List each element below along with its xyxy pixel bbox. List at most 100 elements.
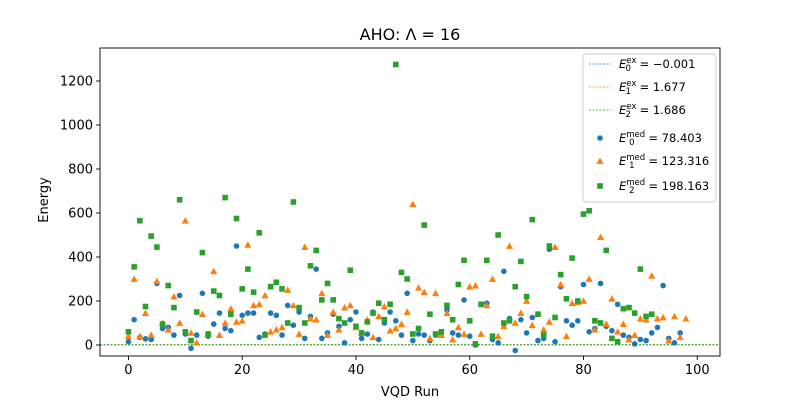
point-E0-med-run-28 bbox=[284, 302, 291, 309]
point-E2-med-run-11 bbox=[188, 337, 194, 344]
point-E0-med-run-89 bbox=[631, 341, 638, 347]
point-E0-med-run-39 bbox=[347, 316, 354, 323]
point-E2-med-run-22 bbox=[250, 289, 257, 295]
point-E0-med-run-92 bbox=[648, 330, 655, 336]
point-E1-med-run-55 bbox=[437, 331, 445, 338]
point-E2-med-run-59 bbox=[461, 257, 467, 264]
point-E2-med-run-78 bbox=[569, 255, 575, 261]
point-E1-med-run-24 bbox=[261, 291, 269, 299]
y-tick-label-600: 600 bbox=[68, 207, 93, 222]
point-E1-med-run-25 bbox=[267, 328, 275, 335]
point-E2-med-run-19 bbox=[233, 215, 240, 222]
point-E0-med-run-19 bbox=[233, 243, 240, 249]
point-E1-med-run-94 bbox=[659, 313, 667, 321]
point-E2-med-run-35 bbox=[324, 280, 331, 287]
point-E0-med-run-15 bbox=[210, 321, 217, 327]
point-E2-med-run-7 bbox=[165, 282, 172, 289]
legend-label-E1-ex: Eex 1 = 1.677 bbox=[619, 79, 686, 97]
point-E0-med-run-1 bbox=[131, 316, 137, 323]
point-E0-med-run-3 bbox=[142, 336, 149, 342]
point-E2-med-run-1 bbox=[131, 264, 137, 270]
point-E0-med-run-46 bbox=[387, 309, 393, 315]
point-E2-med-run-25 bbox=[267, 283, 274, 290]
point-E0-med-run-47 bbox=[392, 318, 399, 324]
point-E1-med-run-20 bbox=[238, 317, 246, 324]
point-E2-med-run-87 bbox=[620, 305, 627, 312]
point-E1-med-run-76 bbox=[557, 280, 565, 288]
point-E2-med-run-40 bbox=[353, 323, 359, 330]
point-E1-med-run-39 bbox=[346, 301, 354, 309]
point-E0-med-run-90 bbox=[637, 336, 644, 343]
point-E1-med-run-30 bbox=[295, 330, 303, 337]
point-E1-med-run-3 bbox=[141, 309, 150, 316]
point-E0-med-run-87 bbox=[620, 332, 627, 338]
point-E2-med-run-47 bbox=[392, 61, 399, 68]
point-E0-med-run-11 bbox=[188, 345, 194, 352]
point-E2-med-run-13 bbox=[199, 249, 206, 256]
point-E0-med-run-65 bbox=[495, 340, 501, 346]
point-E1-med-run-32 bbox=[306, 315, 315, 322]
point-E0-med-run-49 bbox=[404, 290, 410, 297]
y-axis-label: Energy bbox=[37, 177, 52, 223]
point-E1-med-run-11 bbox=[187, 329, 195, 336]
point-E2-med-run-23 bbox=[256, 230, 263, 236]
point-E1-med-run-12 bbox=[193, 339, 201, 346]
point-E2-med-run-3 bbox=[142, 303, 149, 310]
point-E1-med-run-81 bbox=[585, 275, 593, 282]
point-E1-med-run-68 bbox=[511, 319, 519, 326]
point-E2-med-run-24 bbox=[262, 332, 268, 338]
y-tick-label-400: 400 bbox=[68, 251, 93, 266]
point-E2-med-run-36 bbox=[330, 297, 337, 303]
point-E1-med-run-85 bbox=[608, 295, 616, 302]
point-E2-med-run-50 bbox=[410, 331, 416, 337]
point-E2-med-run-45 bbox=[381, 316, 388, 323]
point-E1-med-run-64 bbox=[488, 275, 497, 282]
point-E1-med-run-71 bbox=[528, 321, 536, 329]
x-tick-label-60: 60 bbox=[461, 363, 478, 378]
y-tick-label-0: 0 bbox=[85, 339, 93, 354]
point-E1-med-run-21 bbox=[244, 241, 252, 248]
point-E2-med-run-28 bbox=[284, 320, 291, 326]
point-E0-med-run-18 bbox=[228, 327, 234, 334]
point-E1-med-run-86 bbox=[614, 328, 622, 335]
point-E1-med-run-9 bbox=[176, 319, 184, 326]
point-E1-med-run-19 bbox=[232, 318, 241, 325]
point-E2-med-run-8 bbox=[171, 304, 177, 311]
legend-label-E0-med: Emed 0 = 78.403 bbox=[619, 130, 702, 148]
point-E1-med-run-29 bbox=[289, 301, 297, 309]
point-E0-med-run-44 bbox=[375, 336, 382, 343]
point-E2-med-run-83 bbox=[597, 320, 604, 326]
x-tick-label-80: 80 bbox=[575, 363, 592, 378]
point-E2-med-run-0 bbox=[125, 329, 132, 335]
point-E2-med-run-29 bbox=[290, 199, 297, 205]
point-E2-med-run-82 bbox=[592, 318, 598, 324]
point-E1-med-run-4 bbox=[147, 331, 155, 338]
point-E1-med-run-84 bbox=[602, 320, 610, 327]
point-E1-med-run-70 bbox=[523, 297, 531, 304]
point-E1-med-run-46 bbox=[386, 327, 394, 334]
point-E0-med-run-6 bbox=[159, 325, 166, 332]
point-E1-med-run-48 bbox=[397, 320, 406, 327]
point-E2-med-run-4 bbox=[148, 233, 154, 239]
legend-marker-E2-med bbox=[597, 183, 603, 189]
point-E1-med-run-49 bbox=[403, 308, 411, 315]
point-E2-med-run-55 bbox=[438, 329, 445, 335]
point-E2-med-run-51 bbox=[415, 325, 422, 332]
point-E1-med-run-51 bbox=[414, 284, 423, 291]
point-E2-med-run-18 bbox=[228, 311, 234, 317]
point-E2-med-run-54 bbox=[432, 331, 439, 337]
point-E0-med-run-75 bbox=[552, 338, 558, 345]
point-E1-med-run-62 bbox=[477, 330, 485, 337]
point-E2-med-run-26 bbox=[273, 279, 280, 286]
point-E2-med-run-69 bbox=[518, 258, 524, 265]
point-E2-med-run-53 bbox=[427, 311, 433, 317]
point-E2-med-run-65 bbox=[495, 232, 501, 238]
y-tick-label-1200: 1200 bbox=[60, 75, 93, 90]
point-E2-med-run-74 bbox=[546, 243, 553, 249]
point-E1-med-run-97 bbox=[676, 333, 684, 341]
point-E1-med-run-90 bbox=[636, 315, 644, 322]
point-E0-med-run-96 bbox=[671, 340, 678, 346]
point-E2-med-run-30 bbox=[296, 304, 302, 311]
point-E1-med-run-44 bbox=[375, 312, 383, 320]
point-E1-med-run-35 bbox=[323, 331, 332, 338]
